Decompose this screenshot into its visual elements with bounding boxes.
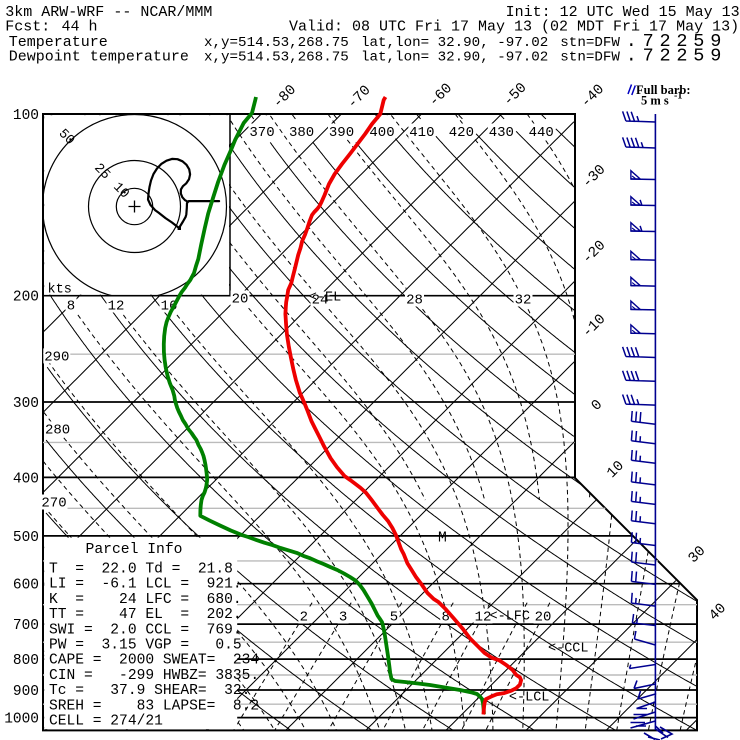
- svg-text:PW = 3.15 VGP = 0.5: PW = 3.15 VGP = 0.5: [49, 638, 242, 654]
- svg-text:390: 390: [329, 125, 354, 141]
- svg-text:270: 270: [41, 496, 66, 512]
- svg-text:800: 800: [13, 653, 39, 669]
- svg-text:CELL = 274/21: CELL = 274/21: [49, 714, 163, 730]
- svg-text:32: 32: [515, 293, 532, 309]
- svg-text:370: 370: [249, 125, 274, 141]
- svg-text:lat,lon= 32.90, -97.02: lat,lon= 32.90, -97.02: [361, 35, 548, 51]
- svg-text:Temperature: Temperature: [9, 34, 108, 51]
- svg-text:440: 440: [529, 125, 554, 141]
- svg-text:<-EL: <-EL: [309, 291, 341, 306]
- svg-text:44 h: 44 h: [62, 19, 98, 36]
- svg-text:600: 600: [13, 578, 39, 594]
- svg-text:<-LCL: <-LCL: [509, 691, 550, 706]
- svg-text:TT = 47 EL = 202.: TT = 47 EL = 202.: [49, 607, 242, 623]
- svg-text:Init: 12 UTC Wed 15 May 13: Init: 12 UTC Wed 15 May 13: [506, 4, 740, 21]
- svg-text:Dewpoint temperature: Dewpoint temperature: [9, 49, 189, 66]
- svg-text:LI = -6.1 LCL = 921.: LI = -6.1 LCL = 921.: [49, 577, 242, 593]
- svg-text:Parcel Info: Parcel Info: [86, 542, 183, 558]
- svg-text:Valid: 08 UTC Fri 17 May 13 (0: Valid: 08 UTC Fri 17 May 13 (02 MDT Fri …: [289, 19, 739, 36]
- svg-text:410: 410: [409, 125, 434, 141]
- svg-text:K = 24 LFC = 680.: K = 24 LFC = 680.: [49, 592, 242, 608]
- svg-text:700: 700: [13, 618, 39, 634]
- svg-text:290: 290: [44, 349, 69, 365]
- svg-text:400: 400: [369, 125, 394, 141]
- svg-text:Tc = 37.9 SHEAR= 32.: Tc = 37.9 SHEAR= 32.: [49, 683, 250, 699]
- svg-text:20: 20: [535, 610, 552, 626]
- svg-text:<-CCL: <-CCL: [548, 642, 589, 657]
- svg-text:M: M: [438, 531, 447, 547]
- svg-text:Full barb:: Full barb:: [636, 83, 691, 97]
- svg-text:8: 8: [67, 299, 75, 315]
- svg-text:SREH = 83 LAPSE= 8.2: SREH = 83 LAPSE= 8.2: [49, 698, 259, 714]
- svg-text:3km ARW-WRF -- NCAR/MMM: 3km ARW-WRF -- NCAR/MMM: [5, 4, 212, 21]
- svg-text:12: 12: [475, 610, 492, 626]
- svg-text:lat,lon= 32.90, -97.02: lat,lon= 32.90, -97.02: [361, 50, 548, 66]
- svg-text:2: 2: [300, 610, 308, 626]
- svg-text:Fcst:: Fcst:: [5, 19, 50, 36]
- svg-text:12: 12: [108, 299, 125, 315]
- svg-text:SWI = 2.0 CCL = 769.: SWI = 2.0 CCL = 769.: [49, 622, 242, 638]
- svg-text:380: 380: [289, 125, 314, 141]
- svg-text:500: 500: [13, 530, 39, 546]
- svg-text:100: 100: [13, 108, 39, 124]
- svg-text:.72259: .72259: [626, 46, 727, 67]
- svg-text:300: 300: [13, 396, 39, 412]
- svg-text:5: 5: [390, 610, 398, 626]
- svg-text:1000: 1000: [4, 712, 39, 728]
- svg-text:stn=DFW: stn=DFW: [560, 35, 620, 51]
- svg-text:430: 430: [489, 125, 514, 141]
- svg-text:8: 8: [441, 610, 449, 626]
- svg-text:kts: kts: [48, 283, 72, 298]
- svg-text:x,y=514.53,268.75: x,y=514.53,268.75: [204, 50, 349, 66]
- svg-text:<-LFC: <-LFC: [490, 610, 531, 625]
- svg-text:200: 200: [13, 290, 39, 306]
- svg-text:400: 400: [13, 471, 39, 487]
- svg-text:CIN = -299 HWBZ= 3835.: CIN = -299 HWBZ= 3835.: [49, 668, 259, 684]
- svg-text:28: 28: [406, 293, 423, 309]
- svg-text:3: 3: [339, 610, 347, 626]
- svg-text:x,y=514.53,268.75: x,y=514.53,268.75: [204, 35, 349, 51]
- svg-text:T = 22.0 Td = 21.8: T = 22.0 Td = 21.8: [49, 562, 233, 578]
- svg-text:-1: -1: [674, 91, 682, 102]
- svg-text:20: 20: [232, 292, 249, 308]
- svg-text:5 m s: 5 m s: [641, 94, 669, 108]
- svg-text:900: 900: [13, 684, 39, 700]
- svg-text:CAPE = 2000 SWEAT= 234: CAPE = 2000 SWEAT= 234: [49, 653, 259, 669]
- svg-text:24: 24: [312, 293, 329, 309]
- svg-text:280: 280: [45, 422, 70, 438]
- svg-text:stn=DFW: stn=DFW: [560, 50, 620, 66]
- svg-text:420: 420: [449, 125, 474, 141]
- svg-text:.72259: .72259: [626, 31, 727, 52]
